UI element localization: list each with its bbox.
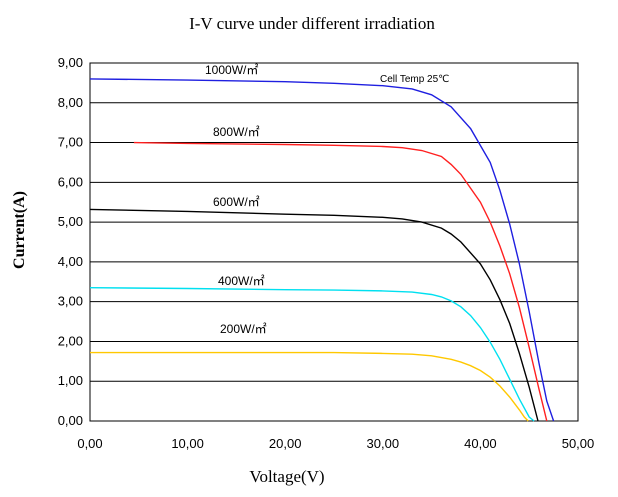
y-axis-label: Current(A) — [11, 191, 28, 269]
y-tick-label: 8,00 — [58, 95, 83, 110]
y-tick-label: 6,00 — [58, 174, 83, 189]
series-line-1 — [133, 141, 548, 422]
y-tick-label: 1,00 — [58, 373, 83, 388]
y-tick-label: 9,00 — [58, 55, 83, 70]
y-tick-label: 7,00 — [58, 135, 83, 150]
y-tick-label: 2,00 — [58, 333, 83, 348]
cell-temp-annotation: Cell Temp 25℃ — [380, 74, 449, 85]
series-labels: 1000W/㎡ 800W/㎡ 600W/㎡ 400W/㎡ 200W/㎡ — [205, 63, 267, 336]
series-label-3: 400W/㎡ — [218, 274, 265, 288]
y-tick-label: 4,00 — [58, 254, 83, 269]
x-tick-label: 0,00 — [77, 436, 102, 451]
plot-frame — [89, 62, 579, 422]
gridlines — [90, 102, 578, 382]
series-line-3 — [89, 287, 535, 422]
y-tick-label: 5,00 — [58, 214, 83, 229]
chart-title: I-V curve under different irradiation — [189, 14, 435, 33]
x-tick-labels: 0,00 10,00 20,00 30,00 40,00 50,00 — [77, 436, 594, 451]
series-line-4 — [90, 351, 529, 422]
x-tick-label: 40,00 — [464, 436, 497, 451]
x-tick-label: 10,00 — [171, 436, 204, 451]
series-curves — [89, 78, 555, 422]
y-tick-label: 3,00 — [58, 294, 83, 309]
x-tick-label: 50,00 — [562, 436, 595, 451]
series-label-2: 600W/㎡ — [213, 195, 260, 209]
x-tick-label: 20,00 — [269, 436, 302, 451]
x-axis-label: Voltage(V) — [249, 467, 324, 486]
series-label-0: 1000W/㎡ — [205, 63, 258, 77]
series-label-4: 200W/㎡ — [220, 322, 267, 336]
y-tick-labels: 0,00 1,00 2,00 3,00 4,00 5,00 6,00 7,00 8,00 9,00 — [58, 55, 83, 428]
x-tick-label: 30,00 — [367, 436, 400, 451]
series-line-2 — [89, 208, 539, 422]
y-tick-label: 0,00 — [58, 413, 83, 428]
series-label-1: 800W/㎡ — [213, 125, 260, 139]
series-line-0 — [89, 78, 555, 422]
